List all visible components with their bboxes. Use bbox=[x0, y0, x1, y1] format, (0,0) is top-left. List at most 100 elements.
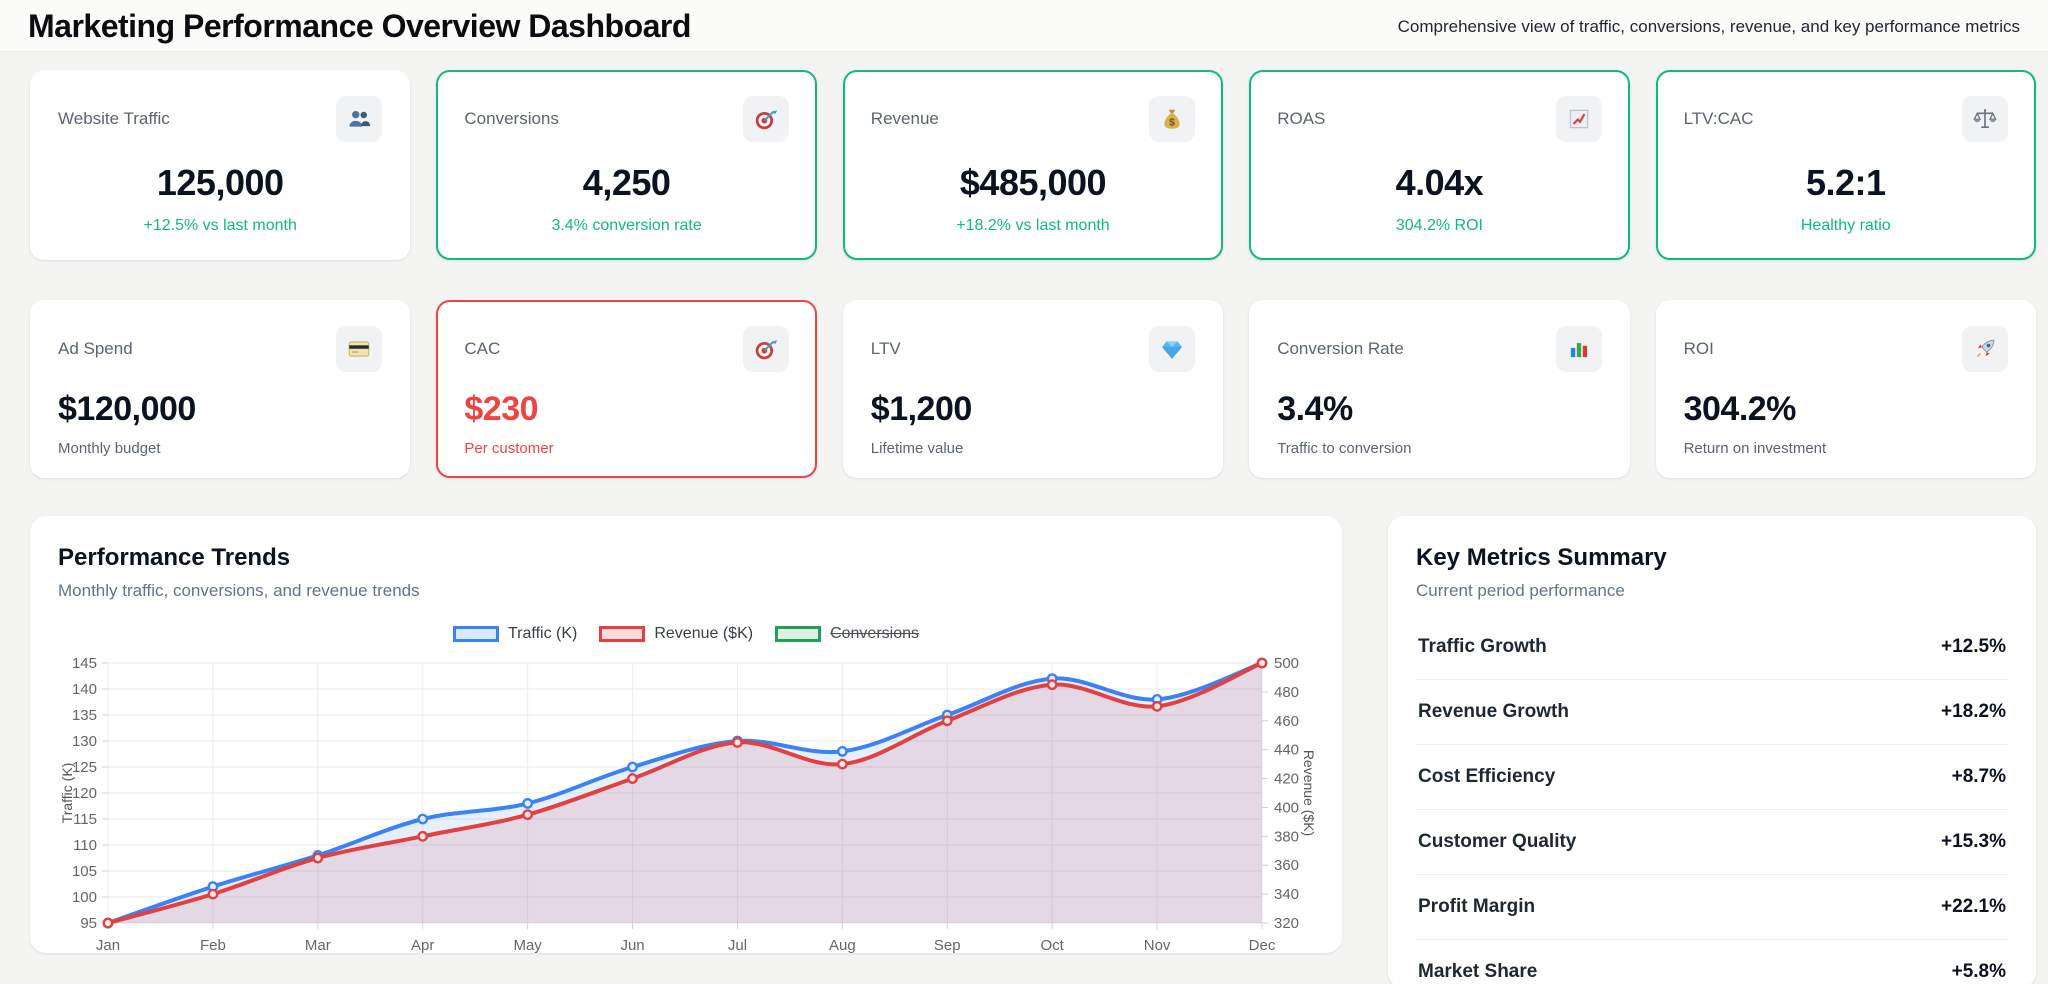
chart-subtitle: Monthly traffic, conversions, and revenu… bbox=[58, 581, 420, 600]
kpi-card-conversion-rate: Conversion Rate 3.4% Traffic to conversion bbox=[1249, 300, 1630, 478]
summary-subtitle: Current period performance bbox=[1416, 581, 1625, 600]
legend-item-revenue-k-[interactable]: Revenue ($K) bbox=[599, 625, 753, 643]
users-icon bbox=[336, 96, 383, 142]
kpi-card-value: 304.2% bbox=[1683, 390, 1797, 428]
svg-text:115: 115 bbox=[73, 811, 97, 828]
summary-metric-label: Traffic Growth bbox=[1418, 636, 1547, 657]
svg-text:320: 320 bbox=[1274, 915, 1299, 932]
kpi-card-subtext: Healthy ratio bbox=[1800, 217, 1891, 234]
kpi-card-ltv-cac: LTV:CAC 5.2:1 Healthy ratio bbox=[1655, 70, 2036, 260]
svg-text:Dec: Dec bbox=[1249, 937, 1276, 954]
svg-text:120: 120 bbox=[72, 785, 97, 802]
svg-text:Jun: Jun bbox=[620, 937, 644, 954]
svg-text:95: 95 bbox=[80, 915, 97, 932]
svg-text:Jan: Jan bbox=[96, 937, 120, 954]
kpi-card-value: 4.04x bbox=[1395, 162, 1484, 203]
svg-text:Sep: Sep bbox=[934, 937, 961, 954]
kpi-card-value: 125,000 bbox=[156, 162, 284, 203]
svg-text:Jul: Jul bbox=[728, 937, 747, 954]
kpi-card-subtext: Monthly budget bbox=[58, 440, 161, 457]
summary-metric-label: Customer Quality bbox=[1418, 831, 1577, 852]
kpi-card-roi: ROI 304.2% Return on investment bbox=[1655, 300, 2036, 478]
svg-text:440: 440 bbox=[1274, 742, 1299, 759]
kpi-card-subtext: Lifetime value bbox=[870, 440, 964, 457]
svg-text:$: $ bbox=[1169, 117, 1175, 128]
kpi-card-subtext: Per customer bbox=[464, 440, 554, 457]
rocket-icon bbox=[1961, 326, 2008, 372]
svg-text:400: 400 bbox=[1274, 799, 1299, 816]
svg-text:380: 380 bbox=[1274, 828, 1299, 845]
kpi-card-ad-spend: Ad Spend $120,000 Monthly budget bbox=[30, 300, 411, 478]
summary-row-cost-efficiency: Cost Efficiency +8.7% bbox=[1416, 744, 2008, 809]
summary-metric-label: Revenue Growth bbox=[1418, 701, 1569, 722]
kpi-card-ltv: LTV $1,200 Lifetime value bbox=[842, 300, 1224, 478]
kpi-card-label: Conversion Rate bbox=[1277, 339, 1404, 358]
kpi-row-1: Website Traffic 125,000 +12.5% vs last mon… bbox=[30, 70, 2036, 260]
summary-metric-value: +15.3% bbox=[1941, 831, 2006, 852]
target-icon bbox=[742, 96, 789, 142]
chart-increasing-icon bbox=[1555, 96, 1602, 142]
svg-text:420: 420 bbox=[1274, 771, 1299, 788]
kpi-card-subtext: 3.4% conversion rate bbox=[551, 217, 702, 234]
kpi-card-value: 4,250 bbox=[582, 162, 671, 203]
kpi-card-label: Revenue bbox=[870, 109, 939, 128]
money-bag-icon: $ bbox=[1149, 96, 1196, 142]
page-header: Marketing Performance Overview Dashboard… bbox=[0, 0, 2048, 52]
svg-text:360: 360 bbox=[1274, 857, 1299, 874]
balance-scale-icon bbox=[1961, 96, 2008, 142]
svg-text:480: 480 bbox=[1274, 684, 1299, 701]
dashboard-content: Website Traffic 125,000 +12.5% vs last mon… bbox=[0, 52, 2048, 984]
credit-card-icon bbox=[336, 326, 383, 372]
kpi-card-value: $120,000 bbox=[58, 390, 196, 428]
kpi-card-roas: ROAS 4.04x 304.2% ROI bbox=[1249, 70, 1630, 260]
legend-swatch bbox=[453, 626, 499, 642]
target-icon bbox=[742, 326, 789, 372]
legend-label: Conversions bbox=[830, 625, 919, 642]
kpi-card-label: LTV:CAC bbox=[1683, 109, 1754, 128]
summary-metric-value: +22.1% bbox=[1941, 896, 2006, 917]
legend-item-conversions[interactable]: Conversions bbox=[775, 625, 919, 643]
kpi-card-value: $1,200 bbox=[870, 390, 973, 428]
svg-text:May: May bbox=[513, 937, 542, 954]
kpi-card-subtext: Traffic to conversion bbox=[1277, 440, 1412, 457]
kpi-card-value: 5.2:1 bbox=[1806, 162, 1886, 203]
kpi-card-cac: CAC $230 Per customer bbox=[436, 300, 817, 478]
kpi-card-label: Conversions bbox=[464, 109, 559, 128]
svg-text:110: 110 bbox=[73, 837, 97, 854]
summary-title: Key Metrics Summary bbox=[1416, 544, 1667, 571]
svg-text:Oct: Oct bbox=[1041, 937, 1065, 954]
chart-canvas[interactable]: 95 100 105 110 115 120 125 130 135 140 145 Jan Feb Ma… bbox=[58, 651, 1317, 968]
key-metrics-summary-panel: Key Metrics Summary Current period perfo… bbox=[1388, 516, 2036, 984]
svg-text:Mar: Mar bbox=[305, 937, 331, 954]
svg-text:135: 135 bbox=[72, 707, 97, 724]
page-subtitle: Comprehensive view of traffic, conversio… bbox=[1397, 16, 2020, 36]
performance-trends-panel: Performance Trends Monthly traffic, conv… bbox=[30, 516, 1342, 954]
summary-row-profit-margin: Profit Margin +22.1% bbox=[1416, 874, 2008, 939]
performance-trends-chart[interactable]: 95 100 105 110 115 120 125 130 135 140 145 Jan Feb Ma… bbox=[58, 651, 1317, 963]
legend-item-traffic-k-[interactable]: Traffic (K) bbox=[453, 625, 577, 643]
summary-rows: Traffic Growth +12.5% Revenue Growth +18.2%… bbox=[1416, 615, 2008, 984]
kpi-card-subtext: +18.2% vs last month bbox=[956, 217, 1110, 234]
svg-text:Revenue ($K): Revenue ($K) bbox=[1301, 750, 1314, 836]
summary-metric-value: +18.2% bbox=[1941, 701, 2006, 722]
svg-text:Feb: Feb bbox=[200, 937, 226, 954]
kpi-card-label: ROI bbox=[1683, 339, 1714, 358]
legend-swatch bbox=[599, 626, 646, 642]
legend-label: Revenue ($K) bbox=[654, 625, 754, 642]
chart-title: Performance Trends bbox=[58, 544, 291, 571]
summary-row-traffic-growth: Traffic Growth +12.5% bbox=[1416, 615, 2008, 679]
chart-legend: Traffic (K) Revenue ($K) Conversions bbox=[58, 625, 1314, 643]
svg-text:125: 125 bbox=[72, 759, 97, 776]
summary-metric-value: +8.7% bbox=[1951, 766, 2006, 787]
legend-swatch bbox=[775, 626, 822, 642]
svg-text:500: 500 bbox=[1274, 655, 1299, 672]
svg-text:140: 140 bbox=[72, 681, 97, 698]
kpi-card-value: 3.4% bbox=[1277, 390, 1353, 428]
kpi-card-subtext: Return on investment bbox=[1683, 440, 1827, 457]
kpi-card-label: LTV bbox=[870, 339, 901, 358]
svg-text:Nov: Nov bbox=[1144, 937, 1171, 954]
kpi-card-label: Website Traffic bbox=[58, 109, 170, 128]
kpi-card-subtext: 304.2% ROI bbox=[1395, 217, 1483, 234]
kpi-row-2: Ad Spend $120,000 Monthly budget CAC $230 Per… bbox=[30, 300, 2036, 478]
svg-text:340: 340 bbox=[1274, 886, 1299, 903]
